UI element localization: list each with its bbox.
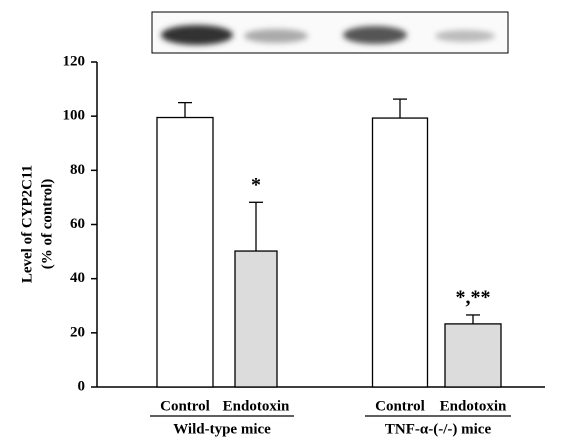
western-blot — [152, 12, 508, 53]
y-tick-label: 40 — [70, 270, 85, 286]
x-tick-label: Endotoxin — [440, 398, 507, 414]
x-tick-label: Control — [375, 398, 425, 414]
bar — [235, 251, 277, 387]
group-label: TNF-α-(-/-) mice — [385, 421, 492, 437]
y-tick-label: 20 — [70, 324, 85, 340]
chart: Level of CYP2C11 (% of control) 0 20 40 60 8… — [0, 0, 563, 441]
y-axis-label: Level of CYP2C11 — [19, 165, 35, 283]
bar — [157, 118, 213, 387]
y-axis-label: (% of control) — [39, 179, 55, 270]
bar — [373, 118, 428, 387]
bar — [445, 324, 501, 387]
significance-label: * — [251, 174, 261, 196]
y-tick-label: 120 — [63, 53, 86, 69]
x-tick-label: Endotoxin — [223, 398, 290, 414]
y-tick-label: 100 — [63, 108, 86, 124]
y-tick-label: 60 — [70, 216, 85, 232]
group-label: Wild-type mice — [173, 421, 271, 437]
significance-label: *,** — [456, 287, 491, 309]
y-tick-label: 0 — [78, 378, 86, 394]
y-tick-label: 80 — [70, 162, 85, 178]
x-tick-label: Control — [160, 398, 210, 414]
